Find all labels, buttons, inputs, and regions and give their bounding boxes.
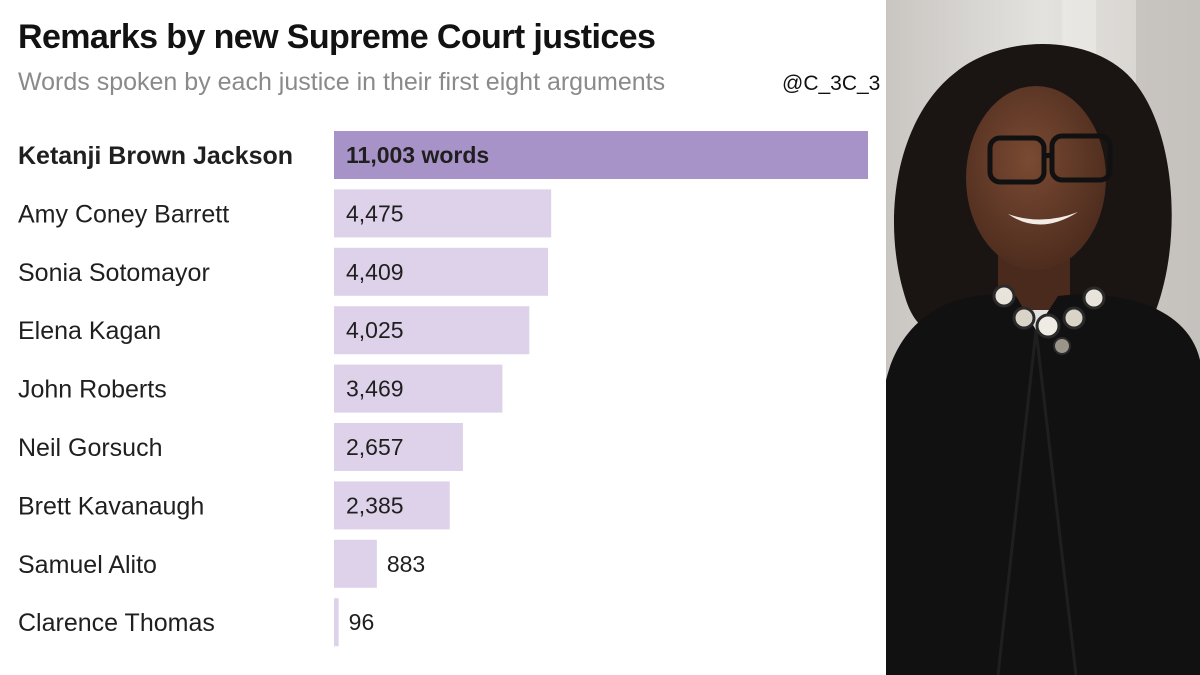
category-label: John Roberts	[18, 376, 167, 404]
bar	[334, 189, 552, 238]
necklace	[992, 284, 1106, 355]
category-label: Amy Coney Barrett	[18, 200, 229, 228]
bar	[334, 598, 339, 647]
bar	[334, 539, 377, 588]
category-label: Clarence Thomas	[18, 609, 215, 637]
bar-chart: Ketanji Brown Jackson 11,003 words Amy Con…	[18, 131, 868, 647]
value-label: 883	[387, 551, 425, 577]
category-label: Ketanji Brown Jackson	[18, 142, 293, 170]
category-label: Elena Kagan	[18, 317, 161, 345]
category-label: Neil Gorsuch	[18, 434, 163, 462]
glasses-icon	[987, 133, 1113, 185]
watermark-handle: @C_3C_3	[782, 72, 881, 95]
value-label: 2,385	[346, 492, 404, 518]
value-label: 11,003 words	[346, 142, 489, 168]
value-label: 3,469	[346, 376, 404, 402]
chart-panel: Remarks by new Supreme Court justices Wo…	[18, 18, 881, 647]
bar	[334, 306, 530, 355]
bar	[334, 131, 868, 179]
category-label: Brett Kavanaugh	[18, 492, 204, 520]
value-label: 4,409	[346, 259, 404, 285]
value-label: 2,657	[346, 434, 404, 460]
bar	[334, 247, 548, 296]
value-label: 4,025	[346, 317, 404, 343]
justice-portrait-photo	[886, 0, 1200, 675]
chart-title: Remarks by new Supreme Court justices	[18, 18, 656, 56]
category-label: Sonia Sotomayor	[18, 259, 210, 287]
category-label: Samuel Alito	[18, 551, 157, 579]
bar	[334, 364, 503, 413]
face	[966, 86, 1106, 270]
bar	[334, 423, 463, 471]
value-label: 4,475	[346, 200, 404, 226]
bar	[334, 481, 450, 530]
value-label: 96	[349, 609, 375, 635]
chart-subtitle: Words spoken by each justice in their fi…	[18, 68, 666, 96]
judicial-robe	[886, 294, 1200, 675]
